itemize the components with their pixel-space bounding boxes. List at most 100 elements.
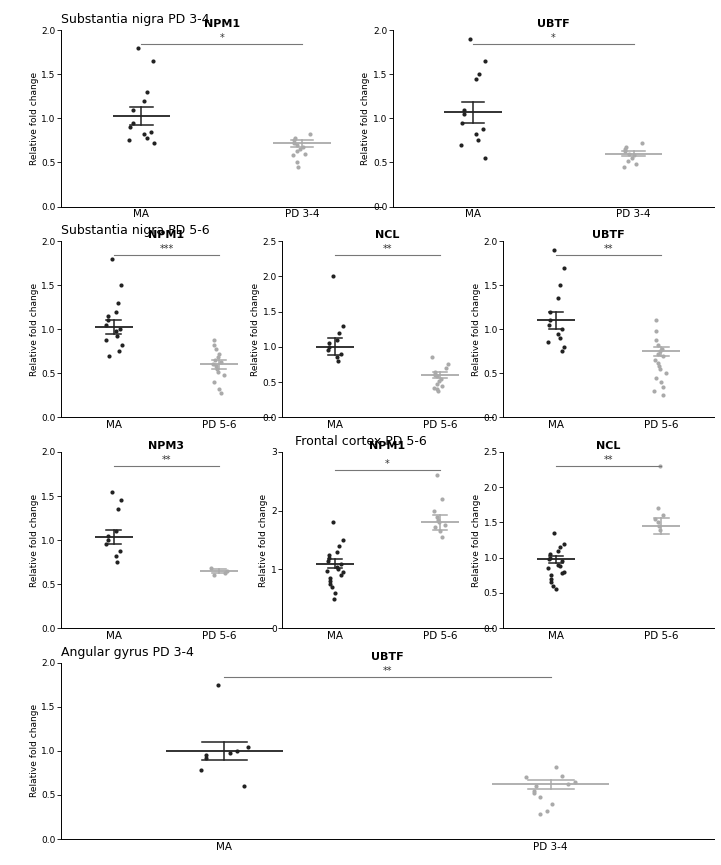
Point — [654, 459, 665, 473]
Point — [648, 384, 660, 398]
Title: NPM3: NPM3 — [149, 441, 185, 452]
Point — [208, 568, 220, 582]
Point — [291, 138, 303, 151]
Point — [123, 133, 135, 147]
Point — [545, 572, 557, 586]
Point — [562, 778, 574, 791]
Point — [650, 324, 662, 338]
Point — [552, 558, 564, 572]
Y-axis label: Relative fold change: Relative fold change — [361, 72, 371, 165]
Point — [324, 577, 335, 591]
Point — [558, 340, 570, 354]
Point — [658, 388, 669, 402]
Point — [335, 347, 347, 361]
Point — [456, 116, 468, 130]
Text: Substantia nigra PD 3-4: Substantia nigra PD 3-4 — [61, 13, 210, 27]
Point — [321, 564, 332, 578]
Point — [650, 371, 662, 385]
Point — [544, 313, 556, 327]
Point — [102, 529, 114, 542]
Point — [479, 151, 491, 165]
Point — [221, 564, 233, 578]
Point — [101, 537, 112, 551]
Point — [433, 374, 445, 388]
Point — [331, 350, 342, 364]
Point — [544, 304, 556, 318]
Point — [442, 357, 454, 371]
Point — [288, 136, 299, 150]
Point — [331, 545, 342, 559]
Point — [432, 384, 443, 398]
Point — [552, 544, 564, 558]
Point — [650, 313, 662, 327]
Point — [655, 522, 666, 536]
Text: Frontal cortex PD 5-6: Frontal cortex PD 5-6 — [295, 435, 426, 448]
Point — [205, 561, 217, 575]
Point — [326, 580, 337, 594]
Point — [653, 338, 664, 352]
Text: **: ** — [162, 455, 171, 465]
Point — [242, 740, 254, 753]
Point — [431, 469, 443, 483]
Text: Angular gyrus PD 3-4: Angular gyrus PD 3-4 — [61, 646, 194, 659]
Point — [474, 67, 485, 81]
Point — [428, 503, 440, 517]
Point — [619, 143, 631, 157]
Point — [289, 131, 301, 144]
Point — [329, 586, 341, 600]
Title: NPM1: NPM1 — [369, 441, 406, 452]
Point — [652, 356, 663, 369]
Point — [200, 748, 212, 762]
Title: UBTF: UBTF — [371, 652, 404, 662]
Point — [621, 139, 632, 153]
Point — [208, 333, 219, 347]
Point — [464, 32, 476, 46]
Point — [127, 116, 138, 130]
Point — [195, 764, 207, 778]
Point — [429, 368, 441, 382]
Point — [337, 566, 349, 580]
Title: NCL: NCL — [376, 230, 399, 240]
Point — [554, 279, 566, 292]
Point — [570, 775, 581, 789]
Point — [432, 513, 443, 527]
Point — [224, 746, 235, 759]
Point — [332, 354, 344, 368]
Y-axis label: Relative fold change: Relative fold change — [30, 72, 39, 165]
Point — [335, 557, 347, 571]
Point — [479, 54, 490, 68]
Point — [534, 807, 546, 821]
Point — [299, 147, 311, 161]
Point — [629, 149, 640, 163]
Point — [215, 386, 226, 400]
Title: UBTF: UBTF — [593, 230, 625, 240]
Point — [102, 533, 114, 547]
Point — [552, 292, 564, 305]
Text: **: ** — [383, 666, 392, 676]
Point — [324, 336, 335, 350]
Point — [208, 338, 219, 352]
Point — [219, 566, 231, 580]
Point — [112, 503, 123, 516]
Point — [213, 347, 225, 361]
Point — [655, 375, 667, 389]
Point — [544, 551, 556, 565]
Point — [552, 327, 564, 341]
Point — [660, 367, 672, 381]
Y-axis label: Relative fold change: Relative fold change — [251, 283, 260, 375]
Point — [333, 539, 345, 553]
Point — [436, 492, 448, 506]
Point — [657, 380, 668, 394]
Point — [148, 136, 159, 150]
Point — [557, 554, 568, 568]
Point — [291, 144, 302, 158]
Point — [331, 333, 342, 347]
Y-axis label: Relative fold change: Relative fold change — [260, 494, 268, 586]
Point — [528, 786, 540, 800]
Point — [440, 361, 451, 375]
Point — [110, 324, 121, 338]
Y-axis label: Relative fold change: Relative fold change — [30, 283, 39, 375]
Point — [106, 252, 118, 266]
Point — [112, 330, 123, 343]
Point — [545, 575, 557, 589]
